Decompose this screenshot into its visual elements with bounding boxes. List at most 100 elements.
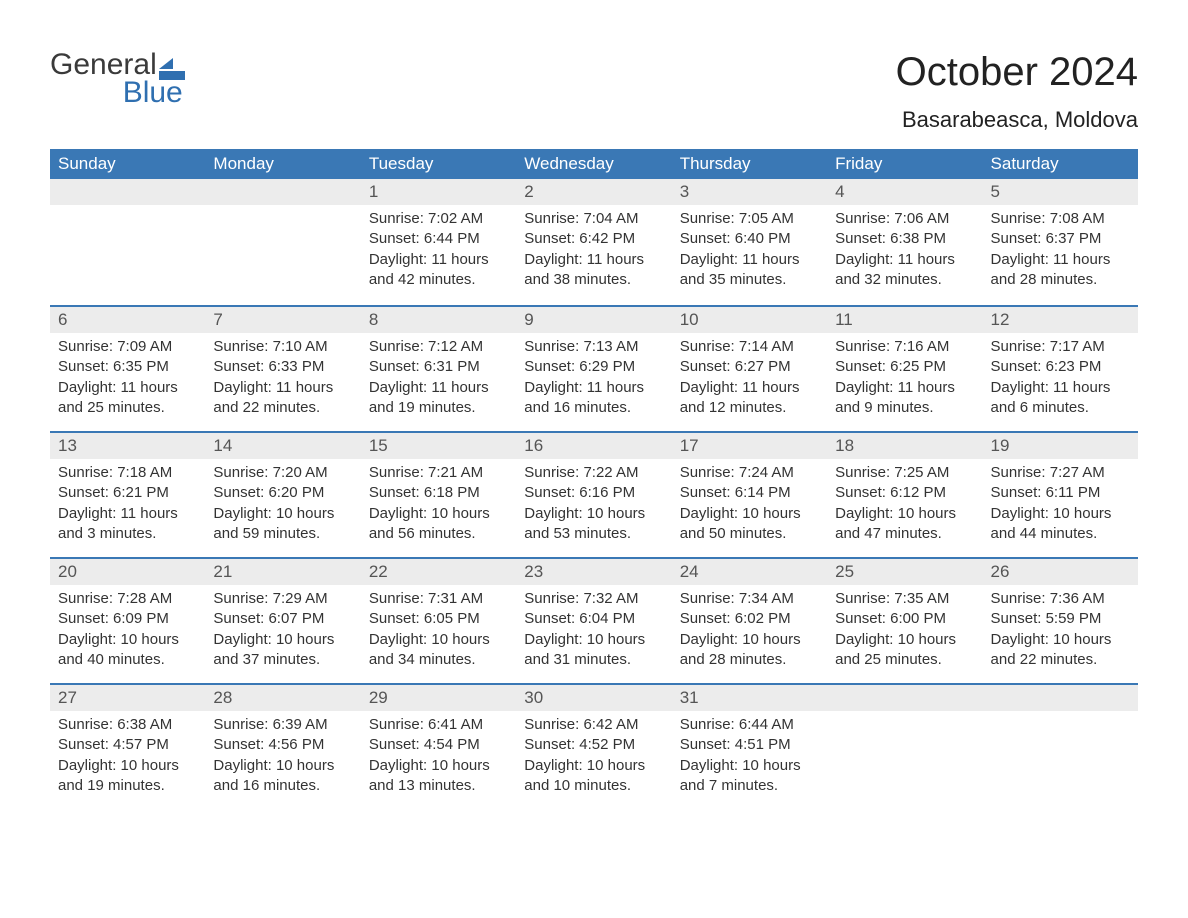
day-body: Sunrise: 7:05 AMSunset: 6:40 PMDaylight:… bbox=[672, 205, 827, 298]
brand-line1: General bbox=[50, 50, 185, 80]
calendar-week-row: 6Sunrise: 7:09 AMSunset: 6:35 PMDaylight… bbox=[50, 305, 1138, 431]
calendar-cell: 23Sunrise: 7:32 AMSunset: 6:04 PMDayligh… bbox=[516, 557, 671, 683]
day-number: 27 bbox=[50, 685, 205, 711]
day-number: 10 bbox=[672, 307, 827, 333]
sunset-line: Sunset: 6:02 PM bbox=[680, 609, 819, 629]
weekday-header: Friday bbox=[827, 149, 982, 179]
calendar-cell: 15Sunrise: 7:21 AMSunset: 6:18 PMDayligh… bbox=[361, 431, 516, 557]
sunrise-line: Sunrise: 7:22 AM bbox=[524, 463, 663, 483]
day-body: Sunrise: 7:02 AMSunset: 6:44 PMDaylight:… bbox=[361, 205, 516, 298]
daylight-line: Daylight: 10 hours and 13 minutes. bbox=[369, 756, 508, 797]
calendar-cell: 17Sunrise: 7:24 AMSunset: 6:14 PMDayligh… bbox=[672, 431, 827, 557]
sunset-line: Sunset: 6:20 PM bbox=[213, 483, 352, 503]
calendar-cell: 18Sunrise: 7:25 AMSunset: 6:12 PMDayligh… bbox=[827, 431, 982, 557]
sunrise-line: Sunrise: 7:17 AM bbox=[991, 337, 1130, 357]
day-number: 5 bbox=[983, 179, 1138, 205]
sunrise-line: Sunrise: 7:16 AM bbox=[835, 337, 974, 357]
sunset-line: Sunset: 6:25 PM bbox=[835, 357, 974, 377]
calendar-week-row: 13Sunrise: 7:18 AMSunset: 6:21 PMDayligh… bbox=[50, 431, 1138, 557]
calendar-cell: 13Sunrise: 7:18 AMSunset: 6:21 PMDayligh… bbox=[50, 431, 205, 557]
weekday-header: Saturday bbox=[983, 149, 1138, 179]
sunrise-line: Sunrise: 7:05 AM bbox=[680, 209, 819, 229]
day-number: 18 bbox=[827, 433, 982, 459]
daylight-line: Daylight: 10 hours and 50 minutes. bbox=[680, 504, 819, 545]
daylight-line: Daylight: 10 hours and 56 minutes. bbox=[369, 504, 508, 545]
sunrise-line: Sunrise: 7:02 AM bbox=[369, 209, 508, 229]
weekday-header: Tuesday bbox=[361, 149, 516, 179]
sunset-line: Sunset: 6:37 PM bbox=[991, 229, 1130, 249]
calendar-cell: 24Sunrise: 7:34 AMSunset: 6:02 PMDayligh… bbox=[672, 557, 827, 683]
day-number: 25 bbox=[827, 559, 982, 585]
sunrise-line: Sunrise: 6:41 AM bbox=[369, 715, 508, 735]
calendar-cell: 31Sunrise: 6:44 AMSunset: 4:51 PMDayligh… bbox=[672, 683, 827, 809]
calendar-week-row: 1Sunrise: 7:02 AMSunset: 6:44 PMDaylight… bbox=[50, 179, 1138, 305]
calendar-cell: 2Sunrise: 7:04 AMSunset: 6:42 PMDaylight… bbox=[516, 179, 671, 305]
day-body: Sunrise: 7:24 AMSunset: 6:14 PMDaylight:… bbox=[672, 459, 827, 552]
day-number: 28 bbox=[205, 685, 360, 711]
sunset-line: Sunset: 6:29 PM bbox=[524, 357, 663, 377]
calendar-cell bbox=[50, 179, 205, 305]
calendar-cell: 5 Sunrise: 7:08 AMSunset: 6:37 PMDaylight… bbox=[983, 179, 1138, 305]
day-number: 12 bbox=[983, 307, 1138, 333]
sunrise-line: Sunrise: 6:39 AM bbox=[213, 715, 352, 735]
empty-day bbox=[827, 685, 982, 711]
daylight-line: Daylight: 10 hours and 34 minutes. bbox=[369, 630, 508, 671]
day-body: Sunrise: 7:29 AMSunset: 6:07 PMDaylight:… bbox=[205, 585, 360, 678]
daylight-line: Daylight: 11 hours and 28 minutes. bbox=[991, 250, 1130, 291]
sunrise-line: Sunrise: 7:09 AM bbox=[58, 337, 197, 357]
sunset-line: Sunset: 5:59 PM bbox=[991, 609, 1130, 629]
day-number: 2 bbox=[516, 179, 671, 205]
empty-day bbox=[50, 179, 205, 205]
daylight-line: Daylight: 11 hours and 32 minutes. bbox=[835, 250, 974, 291]
weekday-header: Thursday bbox=[672, 149, 827, 179]
sunset-line: Sunset: 6:33 PM bbox=[213, 357, 352, 377]
calendar-cell: 1Sunrise: 7:02 AMSunset: 6:44 PMDaylight… bbox=[361, 179, 516, 305]
sunset-line: Sunset: 4:54 PM bbox=[369, 735, 508, 755]
sunrise-line: Sunrise: 7:18 AM bbox=[58, 463, 197, 483]
sunrise-line: Sunrise: 6:44 AM bbox=[680, 715, 819, 735]
calendar-cell: 22Sunrise: 7:31 AMSunset: 6:05 PMDayligh… bbox=[361, 557, 516, 683]
calendar-cell bbox=[983, 683, 1138, 809]
day-number: 24 bbox=[672, 559, 827, 585]
header: General Blue October 2024 Basarabeasca, … bbox=[50, 50, 1138, 143]
calendar-cell: 3Sunrise: 7:05 AMSunset: 6:40 PMDaylight… bbox=[672, 179, 827, 305]
sunrise-line: Sunrise: 7:08 AM bbox=[991, 209, 1130, 229]
sunset-line: Sunset: 6:04 PM bbox=[524, 609, 663, 629]
daylight-line: Daylight: 10 hours and 44 minutes. bbox=[991, 504, 1130, 545]
daylight-line: Daylight: 11 hours and 9 minutes. bbox=[835, 378, 974, 419]
day-body: Sunrise: 7:22 AMSunset: 6:16 PMDaylight:… bbox=[516, 459, 671, 552]
day-body: Sunrise: 7:27 AMSunset: 6:11 PMDaylight:… bbox=[983, 459, 1138, 552]
sunset-line: Sunset: 4:57 PM bbox=[58, 735, 197, 755]
daylight-line: Daylight: 11 hours and 6 minutes. bbox=[991, 378, 1130, 419]
daylight-line: Daylight: 10 hours and 53 minutes. bbox=[524, 504, 663, 545]
day-body: Sunrise: 7:12 AMSunset: 6:31 PMDaylight:… bbox=[361, 333, 516, 426]
sunrise-line: Sunrise: 7:29 AM bbox=[213, 589, 352, 609]
sunset-line: Sunset: 6:38 PM bbox=[835, 229, 974, 249]
day-number: 30 bbox=[516, 685, 671, 711]
sunset-line: Sunset: 6:35 PM bbox=[58, 357, 197, 377]
sunrise-line: Sunrise: 7:25 AM bbox=[835, 463, 974, 483]
day-number: 8 bbox=[361, 307, 516, 333]
day-body: Sunrise: 7:10 AMSunset: 6:33 PMDaylight:… bbox=[205, 333, 360, 426]
day-number: 23 bbox=[516, 559, 671, 585]
sunrise-line: Sunrise: 7:35 AM bbox=[835, 589, 974, 609]
daylight-line: Daylight: 10 hours and 59 minutes. bbox=[213, 504, 352, 545]
daylight-line: Daylight: 10 hours and 19 minutes. bbox=[58, 756, 197, 797]
sunset-line: Sunset: 6:12 PM bbox=[835, 483, 974, 503]
day-body: Sunrise: 7:28 AMSunset: 6:09 PMDaylight:… bbox=[50, 585, 205, 678]
day-number: 1 bbox=[361, 179, 516, 205]
day-number: 16 bbox=[516, 433, 671, 459]
calendar-cell: 20Sunrise: 7:28 AMSunset: 6:09 PMDayligh… bbox=[50, 557, 205, 683]
sunrise-line: Sunrise: 7:06 AM bbox=[835, 209, 974, 229]
day-number: 7 bbox=[205, 307, 360, 333]
day-number: 29 bbox=[361, 685, 516, 711]
day-body: Sunrise: 7:13 AMSunset: 6:29 PMDaylight:… bbox=[516, 333, 671, 426]
flag-icon bbox=[159, 56, 185, 78]
calendar-cell: 21Sunrise: 7:29 AMSunset: 6:07 PMDayligh… bbox=[205, 557, 360, 683]
sunrise-line: Sunrise: 7:31 AM bbox=[369, 589, 508, 609]
sunset-line: Sunset: 6:16 PM bbox=[524, 483, 663, 503]
daylight-line: Daylight: 11 hours and 38 minutes. bbox=[524, 250, 663, 291]
calendar-cell: 14Sunrise: 7:20 AMSunset: 6:20 PMDayligh… bbox=[205, 431, 360, 557]
sunset-line: Sunset: 6:11 PM bbox=[991, 483, 1130, 503]
daylight-line: Daylight: 10 hours and 31 minutes. bbox=[524, 630, 663, 671]
